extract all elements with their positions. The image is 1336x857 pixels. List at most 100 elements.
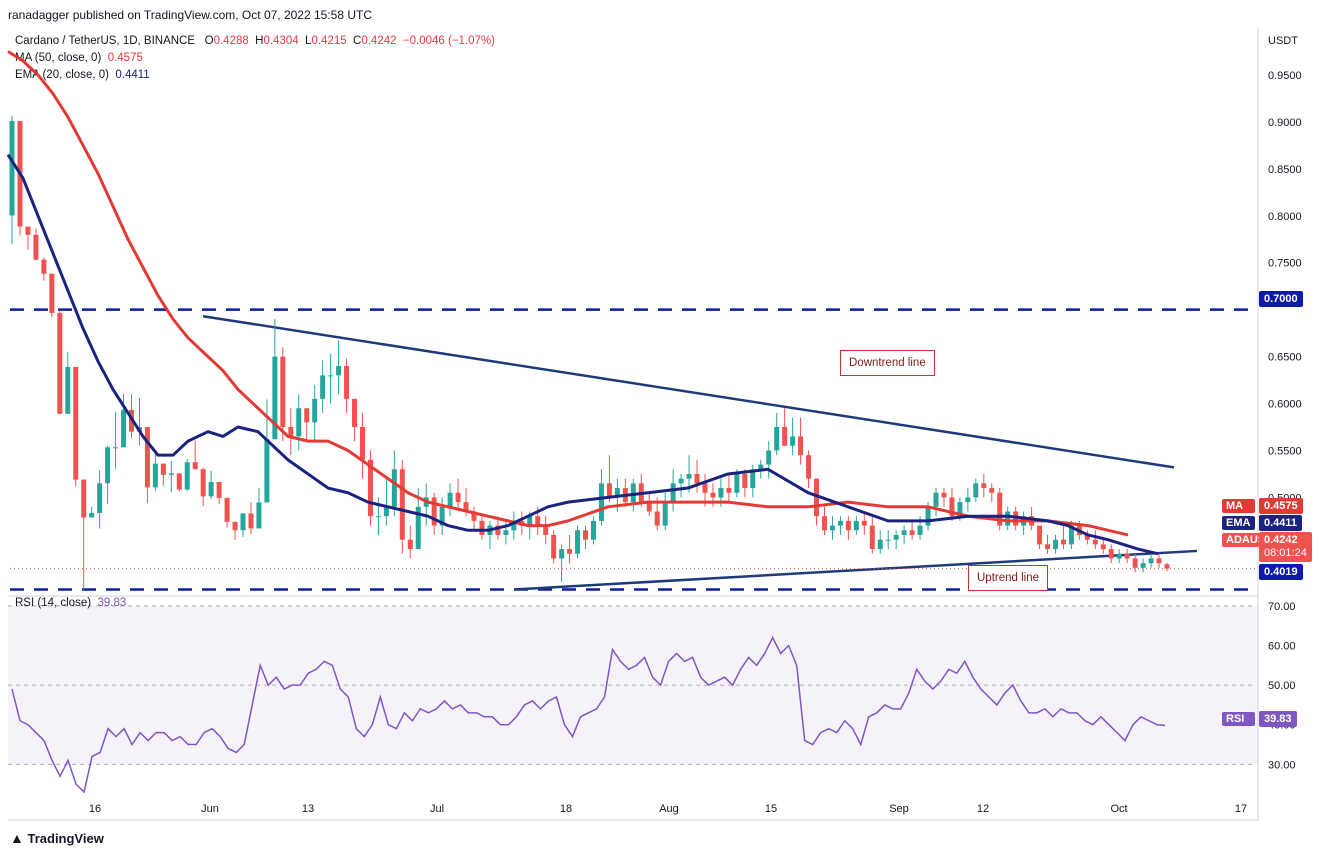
open-label: O bbox=[204, 35, 214, 47]
candle-body bbox=[439, 506, 445, 526]
ma-axis-value: 0.4575 bbox=[1259, 498, 1303, 514]
candle-body bbox=[527, 516, 533, 526]
time-tick-label: Oct bbox=[1110, 803, 1127, 815]
candle-body bbox=[1092, 539, 1098, 545]
candle-body bbox=[885, 539, 891, 541]
rsi-tick-label: 60.00 bbox=[1268, 641, 1296, 653]
tradingview-logo-icon: ▲ bbox=[10, 830, 24, 846]
rsi-tick-label: 50.00 bbox=[1268, 680, 1296, 692]
ema-legend-label: EMA (20, close, 0) bbox=[15, 69, 109, 81]
candle-body bbox=[654, 511, 660, 526]
candle-body bbox=[981, 483, 987, 489]
candle-body bbox=[1068, 525, 1074, 545]
price-axis-unit: USDT bbox=[1268, 35, 1298, 47]
candle-body bbox=[1045, 544, 1051, 550]
candle-body bbox=[328, 375, 334, 377]
candle-body bbox=[909, 530, 915, 535]
time-tick-label: Sep bbox=[889, 803, 909, 815]
candle-body bbox=[829, 525, 835, 531]
candle-body bbox=[551, 534, 557, 559]
candle-body bbox=[367, 459, 373, 517]
rsi-legend: RSI (14, close) 39.83 bbox=[15, 597, 126, 609]
candle-body bbox=[256, 502, 262, 529]
candle-body bbox=[1140, 563, 1146, 568]
candle-body bbox=[89, 513, 95, 518]
candle-body bbox=[415, 506, 421, 550]
candle-body bbox=[877, 539, 883, 550]
candle-body bbox=[73, 366, 79, 480]
candle-body bbox=[240, 513, 246, 531]
candle-body bbox=[845, 520, 851, 531]
candle-body bbox=[160, 463, 166, 475]
candle-body bbox=[598, 483, 604, 521]
time-tick-label: Jun bbox=[201, 803, 219, 815]
candle-body bbox=[200, 469, 206, 497]
candle-body bbox=[463, 502, 469, 512]
candle-body bbox=[49, 273, 55, 313]
candle-body bbox=[814, 478, 820, 517]
candle-body bbox=[1148, 558, 1154, 564]
high-value: 0.4304 bbox=[263, 35, 299, 47]
ma-legend: MA (50, close, 0) 0.4575 bbox=[15, 52, 143, 64]
downtrend-line bbox=[202, 314, 1175, 469]
ema-axis-label: EMA bbox=[1222, 516, 1255, 530]
candle-body bbox=[455, 492, 461, 503]
candle-body bbox=[766, 450, 772, 465]
candle-body bbox=[232, 521, 238, 531]
candle-body bbox=[901, 530, 907, 535]
candle-body bbox=[264, 439, 270, 503]
candle-body bbox=[1100, 544, 1106, 550]
candle-body bbox=[503, 530, 509, 535]
price-tick-label: 0.9500 bbox=[1268, 70, 1302, 82]
support-axis-value: 0.4019 bbox=[1259, 564, 1303, 580]
candle-body bbox=[320, 375, 326, 399]
close-value: 0.4242 bbox=[361, 35, 397, 47]
candle-body bbox=[774, 427, 780, 451]
candle-body bbox=[176, 473, 182, 490]
candle-body bbox=[224, 497, 230, 522]
candle-body bbox=[670, 483, 676, 503]
candle-body bbox=[543, 525, 549, 535]
candle-body bbox=[734, 473, 740, 493]
price-tick-label: 0.7500 bbox=[1268, 258, 1302, 270]
candle-body bbox=[710, 492, 716, 498]
candle-body bbox=[471, 511, 477, 521]
rsi-tick-label: 30.00 bbox=[1268, 759, 1296, 771]
time-tick-label: 12 bbox=[977, 803, 989, 815]
candle-countdown: 08:01:24 bbox=[1264, 547, 1307, 559]
candle-body bbox=[989, 488, 995, 493]
candle-body bbox=[662, 502, 668, 526]
candle-body bbox=[758, 464, 764, 470]
candle-body bbox=[559, 549, 565, 559]
open-value: 0.4288 bbox=[213, 35, 249, 47]
candle-body bbox=[614, 488, 620, 498]
price-tick-label: 0.8500 bbox=[1268, 164, 1302, 176]
candle-body bbox=[399, 469, 405, 540]
time-tick-label: 13 bbox=[302, 803, 314, 815]
price-tick-label: 0.9000 bbox=[1268, 117, 1302, 129]
time-tick-label: Aug bbox=[659, 803, 679, 815]
candle-body bbox=[702, 483, 708, 493]
candle-body bbox=[583, 530, 589, 540]
rsi-axis-label: RSI bbox=[1222, 712, 1255, 726]
time-tick-label: 15 bbox=[765, 803, 777, 815]
candle-body bbox=[144, 427, 150, 488]
uptrend-line bbox=[513, 549, 1198, 591]
candle-body bbox=[853, 520, 859, 531]
candle-body bbox=[790, 436, 796, 446]
ema-legend-value: 0.4411 bbox=[115, 69, 150, 81]
candle-body bbox=[375, 516, 381, 518]
candle-body bbox=[1060, 539, 1066, 545]
candle-body bbox=[949, 497, 955, 517]
candle-body bbox=[352, 398, 358, 428]
time-tick-label: 18 bbox=[560, 803, 572, 815]
candle-body bbox=[1164, 564, 1170, 569]
candle-body bbox=[861, 520, 867, 526]
candle-body bbox=[184, 462, 190, 490]
candle-body bbox=[495, 525, 501, 535]
candle-body bbox=[973, 483, 979, 498]
candle-body bbox=[965, 497, 971, 503]
symbol-name: Cardano / TetherUS, 1D, BINANCE bbox=[15, 35, 196, 47]
tradingview-logo[interactable]: ▲ TradingView bbox=[10, 830, 104, 846]
